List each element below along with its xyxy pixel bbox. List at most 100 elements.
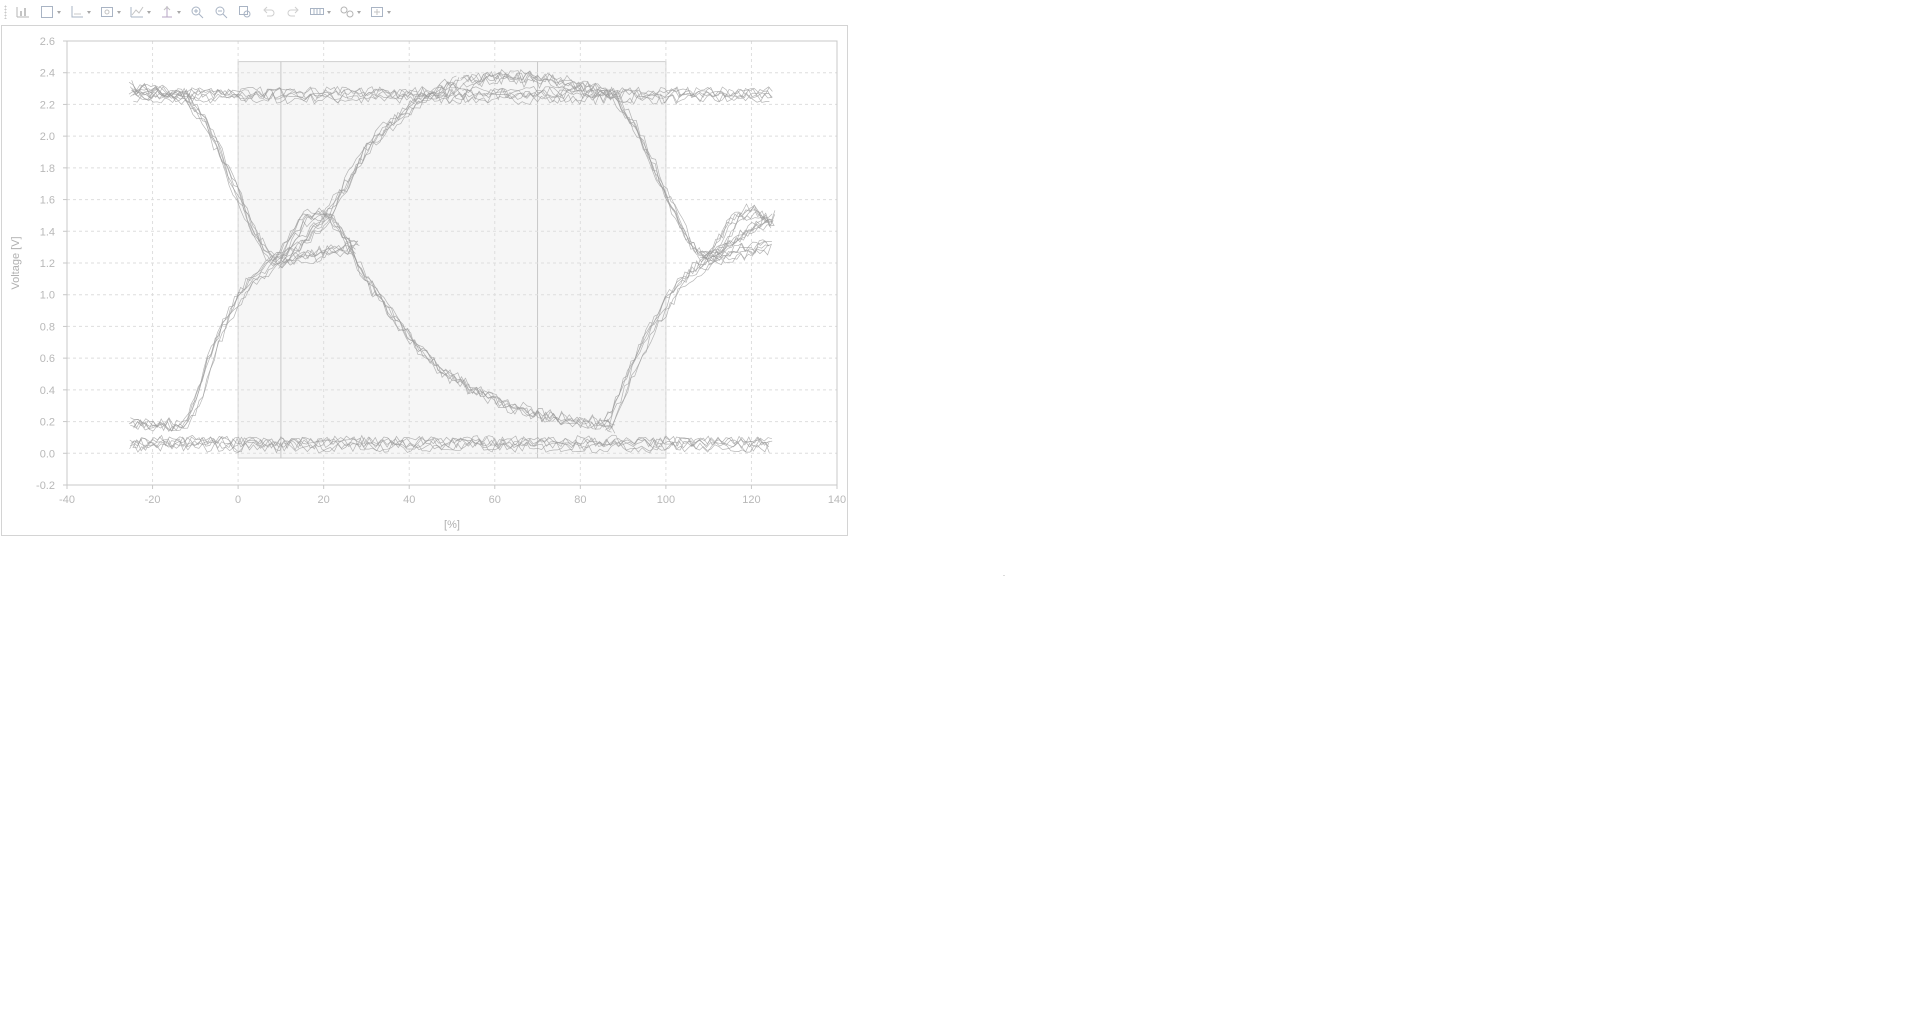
zoom-in-icon [189, 4, 205, 20]
y-tick-label: 1.6 [40, 195, 55, 207]
trace-series-4 [280, 240, 359, 264]
rectangle-button[interactable] [37, 3, 63, 21]
trace-series-0 [130, 86, 770, 99]
grid-button[interactable] [307, 3, 333, 21]
trace-series-3 [130, 209, 613, 430]
zoom-in-button[interactable] [187, 3, 207, 21]
x-tick-label: 40 [403, 494, 415, 506]
trace-series-4 [278, 245, 356, 269]
trace-series-0 [132, 87, 772, 100]
chevron-down-icon[interactable] [117, 10, 121, 14]
trace-series-6 [605, 209, 772, 431]
trace-series-5 [462, 75, 775, 262]
toolbar-grip[interactable] [4, 5, 7, 19]
y-axis-title: Voltage [V] [10, 236, 22, 289]
undo-icon [261, 4, 277, 20]
x-tick-label: 120 [742, 494, 760, 506]
trace-series-7 [699, 240, 770, 257]
chevron-down-icon[interactable] [147, 10, 151, 14]
x-axis-title: [%] [444, 519, 460, 531]
zoom-out-button[interactable] [211, 3, 231, 21]
image-frame-button[interactable] [97, 3, 123, 21]
trace-series-7 [701, 243, 772, 268]
y-tick-label: -0.2 [36, 480, 55, 492]
y-tick-label: 2.0 [40, 131, 55, 143]
trace-series-5 [462, 72, 776, 262]
zoom-fit-button[interactable] [235, 3, 255, 21]
stray-dot [1003, 575, 1005, 576]
y-tick-label: 0.4 [40, 385, 55, 397]
x-tick-label: -20 [145, 494, 161, 506]
redo-button[interactable] [283, 3, 303, 21]
y-tick-label: 0.0 [40, 448, 55, 460]
trace-series-6 [603, 204, 770, 420]
axis-button[interactable] [67, 3, 93, 21]
chart-select-icon [15, 4, 31, 20]
x-tick-label: 0 [235, 494, 241, 506]
redo-icon [285, 4, 301, 20]
undo-button[interactable] [259, 3, 279, 21]
eye-diagram-chart: -40 -20 0 20 40 60 80 100 120 140 -0.2 0.0 0.2 0.4 0.6… [1, 25, 848, 536]
link-icon [339, 4, 355, 20]
chart-toolbar [0, 0, 404, 24]
chevron-down-icon[interactable] [357, 10, 361, 14]
y-tick-label: 2.6 [40, 36, 55, 48]
line-chart-icon [129, 4, 145, 20]
trace-series-7 [701, 244, 772, 266]
grid-icon [309, 4, 325, 20]
cursor-measure-icon [159, 4, 175, 20]
chevron-down-icon[interactable] [57, 10, 61, 14]
export-button[interactable] [367, 3, 393, 21]
axis-icon [69, 4, 85, 20]
x-tick-label: 100 [657, 494, 675, 506]
x-tick-label: 140 [828, 494, 846, 506]
chevron-down-icon[interactable] [87, 10, 91, 14]
trace-series-6 [603, 203, 770, 422]
trace-series-2 [133, 83, 462, 262]
trace-series-1 [129, 440, 770, 453]
y-tick-label: 1.2 [40, 258, 55, 270]
trace-series-5 [460, 70, 773, 259]
trace-series-6 [607, 210, 774, 430]
zoom-fit-icon [237, 4, 253, 20]
x-tick-label: 60 [489, 494, 501, 506]
y-tick-label: 1.4 [40, 226, 55, 238]
trace-series-2 [131, 77, 460, 262]
trace-series-1 [133, 436, 773, 450]
trace-series-3 [128, 213, 611, 433]
trace-series-1 [129, 436, 770, 449]
y-tick-label: 0.6 [40, 353, 55, 365]
link-button[interactable] [337, 3, 363, 21]
y-tick-label: 1.0 [40, 290, 55, 302]
chart-canvas[interactable]: -40 -20 0 20 40 60 80 100 120 140 -0.2 0.0 0.2 0.4 0.6… [2, 26, 847, 535]
chevron-down-icon[interactable] [327, 10, 331, 14]
y-tick-label: 2.4 [40, 68, 55, 80]
x-tick-label: -40 [59, 494, 75, 506]
x-tick-label: 20 [318, 494, 330, 506]
mask-region [237, 61, 667, 459]
trace-series-3 [130, 210, 612, 433]
y-tick-label: 0.2 [40, 417, 55, 429]
rectangle-icon [39, 4, 55, 20]
x-tick-label: 80 [574, 494, 586, 506]
y-tick-label: 2.2 [40, 99, 55, 111]
trace-series-1 [130, 441, 770, 454]
trace-series-2 [128, 75, 457, 260]
chart-select-button[interactable] [13, 3, 33, 21]
trace-series-4 [278, 245, 356, 269]
chevron-down-icon[interactable] [387, 10, 391, 14]
trace-series-3 [133, 213, 616, 431]
cursor-measure-button[interactable] [157, 3, 183, 21]
y-tick-label: 1.8 [40, 163, 55, 175]
chevron-down-icon[interactable] [177, 10, 181, 14]
trace-series-3 [133, 212, 616, 434]
trace-series-4 [280, 240, 359, 265]
line-chart-button[interactable] [127, 3, 153, 21]
trace-series-0 [132, 87, 772, 101]
export-icon [369, 4, 385, 20]
y-tick-label: 0.8 [40, 321, 55, 333]
zoom-out-icon [213, 4, 229, 20]
trace-series-7 [702, 241, 772, 259]
image-frame-icon [99, 4, 115, 20]
trace-series-2 [131, 82, 459, 269]
